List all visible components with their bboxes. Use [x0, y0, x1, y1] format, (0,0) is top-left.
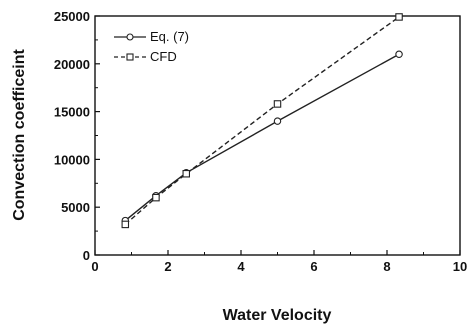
x-tick-label: 6: [310, 259, 317, 274]
series-line-cfd: [124, 16, 400, 225]
y-tick-label: 20000: [54, 57, 90, 72]
x-tick-label: 10: [453, 259, 467, 274]
y-tick-label: 25000: [54, 9, 90, 24]
y-axis-title: Convection coefficeint: [11, 49, 28, 221]
legend-marker-cfd: [126, 53, 134, 61]
legend-label-cfd: CFD: [150, 49, 177, 64]
y-tick-label: 0: [83, 248, 90, 263]
x-axis-title: Water Velocity: [223, 307, 332, 324]
data-point-cfd: [395, 13, 403, 21]
series-layer: [121, 13, 403, 229]
legend: Eq. (7) CFD: [114, 29, 189, 64]
data-point-eq-7: [395, 50, 403, 58]
data-point-cfd: [182, 169, 191, 178]
data-point-cfd: [273, 100, 282, 108]
data-point-cfd: [121, 220, 130, 229]
x-tick-label: 4: [237, 259, 245, 274]
x-tick-label: 8: [383, 259, 390, 274]
data-point-cfd: [152, 193, 160, 202]
y-tick-label: 5000: [61, 200, 90, 215]
ticks-layer: 0 2 4 6 8 10 0 5000 10000 15000 20000 25000: [54, 9, 467, 274]
x-tick-label: 2: [164, 259, 171, 274]
x-tick-label: 0: [91, 259, 98, 274]
y-tick-label: 15000: [54, 105, 90, 120]
legend-label-eq-7: Eq. (7): [150, 29, 189, 44]
y-tick-label: 10000: [54, 152, 90, 167]
legend-marker-eq-7: [126, 33, 134, 41]
data-point-eq-7: [273, 117, 282, 125]
series-line-eq-7: [124, 53, 400, 222]
